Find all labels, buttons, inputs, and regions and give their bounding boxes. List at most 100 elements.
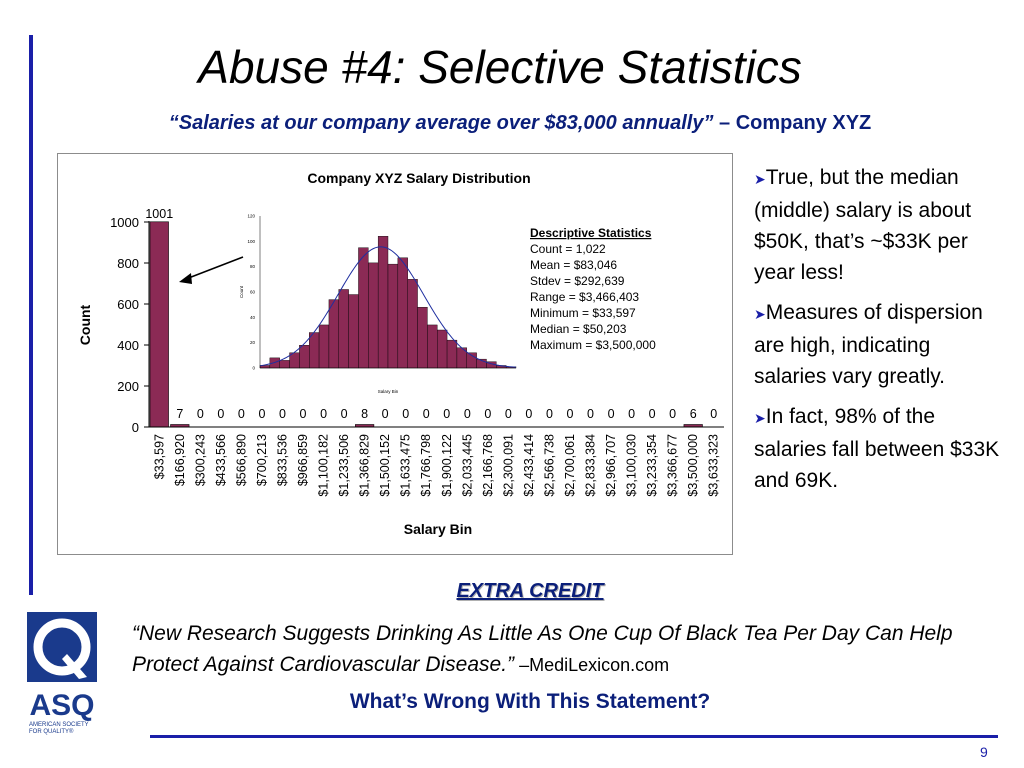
x-tick-label: $566,890 <box>234 434 248 486</box>
bar-data-label: 1001 <box>145 207 173 221</box>
bar-data-label: 0 <box>341 407 348 421</box>
inset-bar <box>328 299 339 369</box>
bar-data-label: 0 <box>300 407 307 421</box>
page-number: 9 <box>980 744 988 760</box>
stats-line: Median = $50,203 <box>530 322 627 336</box>
bullet-item: ➤True, but the median (middle) salary is… <box>754 166 972 284</box>
bar-data-label: 0 <box>567 407 574 421</box>
x-tick-label: $300,243 <box>193 434 207 486</box>
main-chart-title: Company XYZ Salary Distribution <box>307 170 530 186</box>
bullet-item: ➤Measures of dispersion are high, indica… <box>754 301 983 388</box>
salary-distribution-chart: Company XYZ Salary Distribution 02004006… <box>77 170 724 537</box>
y-tick-label: 1000 <box>110 215 139 230</box>
x-tick-label: $700,213 <box>255 434 269 486</box>
x-tick-label: $2,433,414 <box>522 434 536 497</box>
y-tick-label: 0 <box>132 420 139 435</box>
x-tick-label: $1,233,506 <box>337 434 351 497</box>
bar-data-label: 6 <box>690 407 697 421</box>
inset-bar <box>427 324 438 369</box>
bar-data-label: 0 <box>320 407 327 421</box>
x-tick-label: $2,033,445 <box>460 434 474 497</box>
stats-line: Stdev = $292,639 <box>530 274 625 288</box>
bar-data-label: 0 <box>197 407 204 421</box>
x-tick-label: $2,566,738 <box>542 434 556 497</box>
inset-bar <box>338 289 349 369</box>
stats-line: Range = $3,466,403 <box>530 290 639 304</box>
inset-y-tick-label: 60 <box>250 290 256 295</box>
bar-data-label: 7 <box>176 407 183 421</box>
x-tick-label: $3,366,677 <box>666 434 680 497</box>
bar-data-label: 0 <box>443 407 450 421</box>
bullet-item: ➤In fact, 98% of the salaries fall betwe… <box>754 405 1000 492</box>
bar-data-label: 0 <box>238 407 245 421</box>
asq-logo: ASQ AMERICAN SOCIETY FOR QUALITY® <box>27 612 97 735</box>
inset-bar <box>299 344 310 369</box>
x-tick-label: $33,597 <box>152 434 166 479</box>
x-tick-label: $2,966,707 <box>604 434 618 497</box>
bar-data-label: 0 <box>669 407 676 421</box>
question-text: What’s Wrong With This Statement? <box>349 690 711 713</box>
bar-data-label: 0 <box>710 407 717 421</box>
inset-x-axis-label: Salary Bin <box>378 389 399 394</box>
bar-data-label: 0 <box>587 407 594 421</box>
inset-y-tick-label: 120 <box>247 214 255 219</box>
bullet-arrow-icon: ➤ <box>754 306 766 322</box>
bar-data-label: 0 <box>402 407 409 421</box>
inset-bar <box>417 306 428 369</box>
bar-data-label: 0 <box>279 407 286 421</box>
x-tick-label: $166,920 <box>173 434 187 486</box>
bullet-arrow-icon: ➤ <box>754 410 766 426</box>
slide-subtitle: “Salaries at our company average over $8… <box>0 112 1024 135</box>
y-tick-label: 400 <box>117 338 139 353</box>
inset-bar <box>358 247 369 369</box>
x-tick-label: $2,700,061 <box>563 434 577 497</box>
inset-bar <box>348 294 359 369</box>
x-tick-label: $1,500,152 <box>378 434 392 497</box>
inset-bar <box>377 236 389 369</box>
x-tick-label: $1,633,475 <box>399 434 413 497</box>
stats-line: Maximum = $3,500,000 <box>530 338 656 352</box>
inset-y-tick-label: 40 <box>250 315 256 320</box>
x-tick-label: $3,633,323 <box>707 434 721 497</box>
logo-subtext: AMERICAN SOCIETY FOR QUALITY® <box>29 722 89 735</box>
quote-block: “New Research Suggests Drinking As Littl… <box>132 618 992 681</box>
x-tick-label: $2,300,091 <box>501 434 515 497</box>
logo-q-tail <box>62 654 87 679</box>
subtitle-quote: “Salaries at our company average over $8… <box>168 112 714 134</box>
x-tick-label: $1,366,829 <box>358 434 372 497</box>
bar-data-label: 0 <box>484 407 491 421</box>
inset-bar <box>407 279 418 369</box>
x-tick-label: $1,100,182 <box>317 434 331 497</box>
bar-data-label: 0 <box>464 407 471 421</box>
bar-data-label: 0 <box>608 407 615 421</box>
bar-data-label: 0 <box>628 407 635 421</box>
bar-data-label: 0 <box>525 407 532 421</box>
inset-bar <box>387 263 399 369</box>
x-tick-label: $3,100,030 <box>625 434 639 497</box>
x-tick-label: $966,859 <box>296 434 310 486</box>
bar-data-label: 0 <box>649 407 656 421</box>
histogram-bar <box>149 221 169 428</box>
inset-y-tick-label: 80 <box>250 264 256 269</box>
logo-q-ring <box>33 618 91 676</box>
inset-y-tick-label: 20 <box>250 340 256 345</box>
x-tick-label: $1,900,122 <box>440 434 454 497</box>
bar-data-label: 0 <box>382 407 389 421</box>
left-accent-rule <box>29 35 33 595</box>
stats-heading: Descriptive Statistics <box>530 226 652 240</box>
x-tick-label: $2,166,768 <box>481 434 495 497</box>
x-tick-label: $833,536 <box>275 434 289 486</box>
inset-bar <box>318 324 330 369</box>
stats-line: Count = 1,022 <box>530 242 606 256</box>
inset-bar <box>446 339 458 369</box>
y-tick-label: 800 <box>117 256 139 271</box>
main-y-axis-label: Count <box>77 304 93 345</box>
logo-text: ASQ <box>29 689 94 722</box>
x-tick-label: $2,833,384 <box>584 434 598 497</box>
inset-bar <box>279 360 290 369</box>
subtitle-source: – Company XYZ <box>713 112 872 134</box>
quote-source: –MediLexicon.com <box>514 655 670 675</box>
inset-bar <box>309 332 320 369</box>
pointer-arrow <box>185 256 244 280</box>
extra-credit-heading: EXTRA CREDIT <box>456 580 604 602</box>
